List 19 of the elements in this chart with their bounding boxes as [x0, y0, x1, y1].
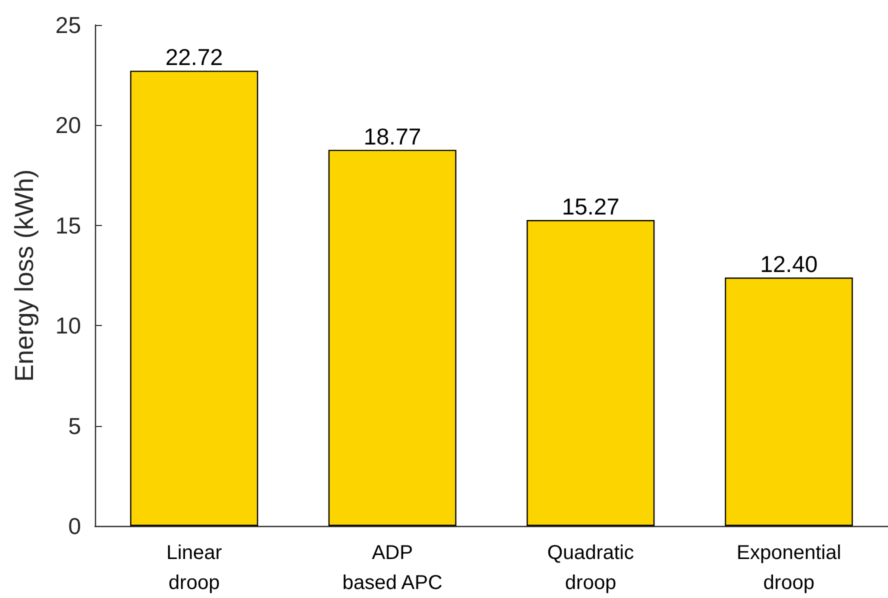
y-tick-label: 5 [68, 412, 81, 439]
y-tick-label: 20 [55, 112, 81, 138]
x-tick-label: ADP based APC [342, 542, 442, 594]
x-tick-label: Exponential droop [736, 542, 842, 594]
bar [328, 150, 456, 526]
x-tick-label: Linear droop [166, 542, 222, 594]
bar [724, 278, 853, 526]
data-label: 12.40 [760, 251, 818, 278]
y-axis-title: Energy loss (kWh) [9, 169, 39, 382]
y-tick-label: 10 [55, 312, 81, 339]
x-tick-label: Quadratic droop [547, 542, 634, 594]
y-tick-label: 0 [68, 513, 81, 539]
y-tick-label: 25 [55, 12, 81, 38]
bar [130, 70, 258, 526]
y-tick-label: 15 [55, 212, 81, 238]
bar [526, 220, 655, 526]
data-label: 22.72 [165, 44, 223, 70]
data-label: 18.77 [364, 123, 422, 150]
data-label: 15.27 [562, 193, 620, 220]
